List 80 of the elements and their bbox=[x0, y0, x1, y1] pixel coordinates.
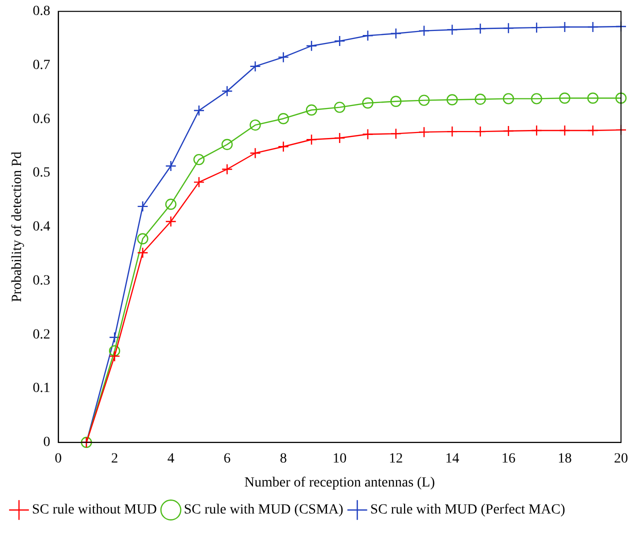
point bbox=[306, 40, 318, 52]
point bbox=[334, 132, 346, 144]
point bbox=[390, 96, 402, 107]
y-tick-label: 0.8 bbox=[32, 4, 50, 20]
point bbox=[250, 60, 261, 72]
y-tick-label: 0 bbox=[43, 435, 50, 450]
point bbox=[587, 21, 598, 33]
x-tick-label: 8 bbox=[280, 451, 287, 466]
point bbox=[193, 176, 205, 188]
point bbox=[250, 147, 261, 159]
point bbox=[278, 141, 289, 152]
point bbox=[137, 233, 148, 244]
point bbox=[502, 22, 514, 34]
point bbox=[474, 23, 486, 34]
point bbox=[446, 126, 458, 138]
point bbox=[587, 92, 598, 104]
y-tick-label: 0.5 bbox=[32, 166, 50, 181]
point bbox=[446, 24, 458, 36]
point bbox=[530, 124, 542, 136]
point bbox=[165, 198, 176, 210]
point bbox=[362, 30, 374, 42]
point bbox=[474, 94, 486, 105]
legend-label: SC rule with MUD (CSMA) bbox=[184, 502, 344, 518]
x-tick-label: 14 bbox=[445, 451, 460, 466]
point bbox=[530, 93, 542, 104]
point bbox=[334, 35, 346, 47]
point bbox=[278, 113, 289, 124]
y-tick-label: 0.4 bbox=[32, 220, 50, 235]
point bbox=[362, 97, 374, 109]
legend-label: SC rule without MUD bbox=[32, 502, 157, 518]
point bbox=[559, 124, 570, 136]
point bbox=[418, 25, 430, 36]
point bbox=[108, 345, 120, 356]
point bbox=[306, 104, 318, 116]
x-axis-title: Number of reception antennas (L) bbox=[244, 475, 436, 490]
point bbox=[306, 134, 318, 146]
point bbox=[193, 104, 205, 116]
y-tick-label: 0.7 bbox=[32, 58, 50, 73]
point bbox=[222, 138, 233, 150]
point bbox=[446, 94, 458, 106]
point bbox=[108, 332, 120, 343]
x-tick-label: 12 bbox=[388, 451, 403, 466]
point bbox=[418, 94, 430, 106]
point bbox=[362, 128, 374, 140]
point bbox=[587, 124, 598, 136]
point bbox=[137, 200, 148, 212]
point bbox=[474, 126, 486, 138]
point bbox=[502, 125, 514, 137]
point bbox=[165, 160, 176, 172]
x-tick-label: 6 bbox=[224, 451, 231, 466]
point bbox=[278, 52, 289, 63]
x-tick-label: 20 bbox=[614, 451, 628, 466]
point bbox=[559, 92, 570, 104]
point bbox=[108, 350, 120, 362]
y-tick-label: 0.2 bbox=[32, 327, 50, 342]
x-tick-label: 16 bbox=[501, 451, 516, 466]
point bbox=[615, 92, 627, 104]
x-tick-label: 4 bbox=[167, 451, 174, 466]
y-tick-label: 0.1 bbox=[32, 381, 50, 396]
point bbox=[559, 21, 570, 33]
point bbox=[222, 164, 233, 175]
point bbox=[250, 119, 261, 131]
x-tick-label: 18 bbox=[558, 451, 572, 466]
point bbox=[530, 22, 542, 34]
y-tick-label: 0.6 bbox=[32, 112, 50, 127]
x-tick-label: 2 bbox=[111, 451, 118, 466]
point bbox=[165, 216, 176, 228]
y-tick-label: 0.3 bbox=[32, 273, 50, 288]
point bbox=[502, 93, 514, 104]
point bbox=[222, 86, 233, 97]
x-tick-label: 0 bbox=[54, 451, 62, 466]
point bbox=[334, 102, 346, 113]
point bbox=[390, 28, 402, 40]
legend-label: SC rule with MUD (Perfect MAC) bbox=[370, 502, 566, 518]
point bbox=[418, 126, 430, 138]
y-axis-title: Probability of detection Pd bbox=[10, 152, 26, 302]
point bbox=[390, 128, 402, 140]
point bbox=[193, 154, 205, 166]
point bbox=[137, 247, 148, 258]
x-tick-label: 10 bbox=[332, 451, 347, 466]
